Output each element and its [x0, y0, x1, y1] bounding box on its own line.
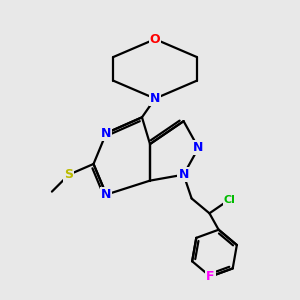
Text: O: O — [150, 33, 160, 46]
Text: F: F — [206, 270, 214, 283]
Text: N: N — [101, 127, 112, 140]
Text: N: N — [150, 92, 160, 105]
Text: N: N — [193, 141, 204, 154]
Text: Cl: Cl — [224, 195, 235, 205]
Text: S: S — [64, 168, 74, 181]
Text: N: N — [101, 188, 112, 201]
Text: N: N — [178, 168, 189, 181]
